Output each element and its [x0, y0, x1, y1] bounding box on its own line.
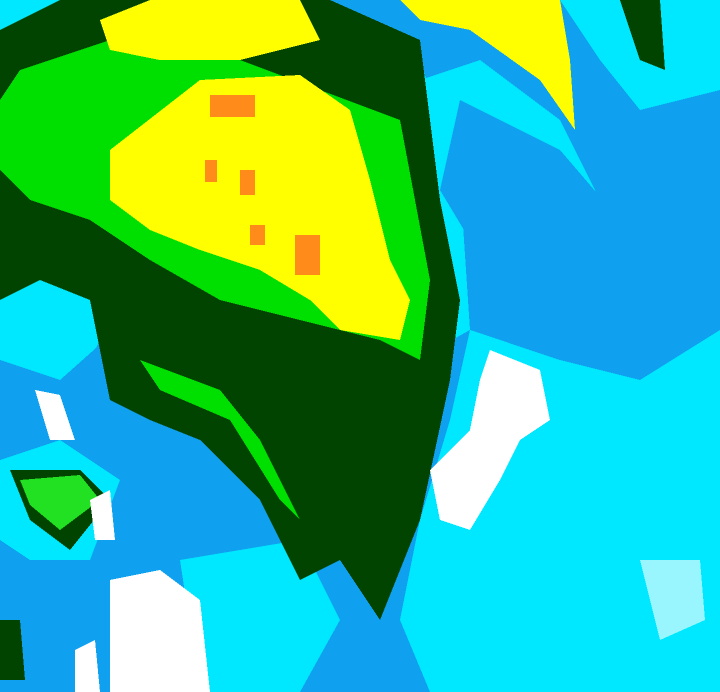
cloud-streak — [140, 360, 300, 520]
cloud-orange — [240, 170, 255, 195]
blue-region — [440, 100, 640, 360]
cloud-orange — [205, 160, 217, 182]
clear-white — [430, 350, 550, 530]
cloud-orange — [295, 235, 320, 275]
cloud-orange — [210, 95, 255, 117]
cloud-yellow — [110, 75, 410, 340]
clear-white — [90, 490, 115, 540]
cloud-dark-green — [620, 0, 665, 70]
cloud-dark-green — [0, 620, 25, 680]
clear-white — [75, 640, 100, 692]
cloud-yellow — [400, 0, 575, 130]
clear-white — [110, 570, 210, 692]
clear-white — [640, 560, 705, 640]
cloud-orange — [250, 225, 265, 245]
cloud-green — [20, 475, 100, 530]
cloud-yellow — [100, 0, 320, 60]
clear-white — [35, 390, 75, 440]
